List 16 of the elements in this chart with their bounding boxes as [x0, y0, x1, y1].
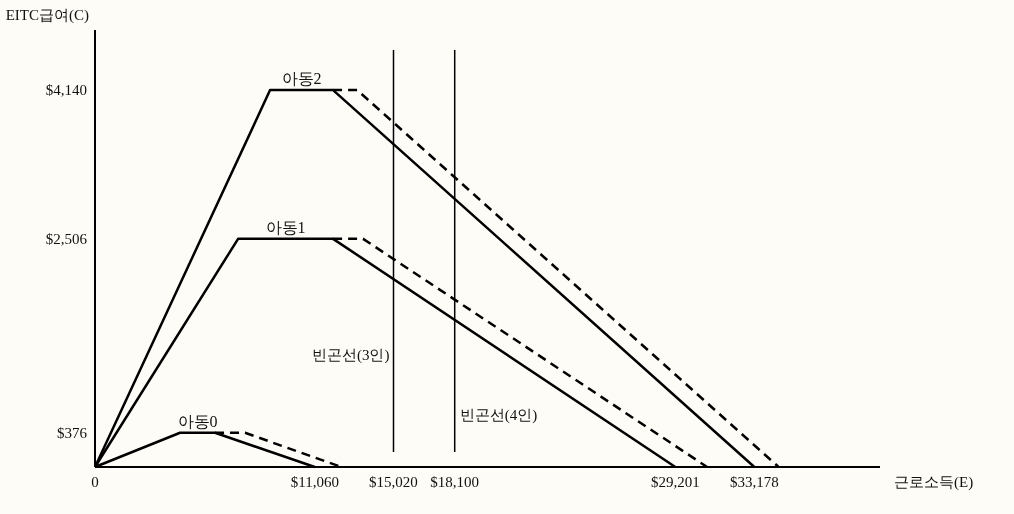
- ref-line-label: 빈곤선(4인): [459, 407, 538, 424]
- x-tick-label: $15,020: [369, 474, 418, 490]
- x-tick-label: $33,178: [729, 474, 779, 490]
- x-tick-label: 0: [91, 474, 99, 490]
- x-tick-label: $29,201: [650, 474, 700, 490]
- series-label: 아동2: [281, 70, 322, 88]
- series-label: 아동0: [177, 412, 218, 430]
- series-label: 아동1: [265, 218, 306, 236]
- y-tick-label: $4,140: [45, 82, 87, 99]
- y-tick-label: $2,506: [45, 230, 88, 247]
- y-tick-label: $376: [57, 424, 88, 441]
- x-tick-label: $11,060: [290, 474, 339, 490]
- ref-line-label: 빈곤선(3인): [312, 347, 390, 364]
- y-axis-title: EITC급여(C): [5, 7, 89, 24]
- x-axis-title: 근로소득(E): [894, 474, 974, 491]
- x-tick-label: $18,100: [430, 474, 480, 490]
